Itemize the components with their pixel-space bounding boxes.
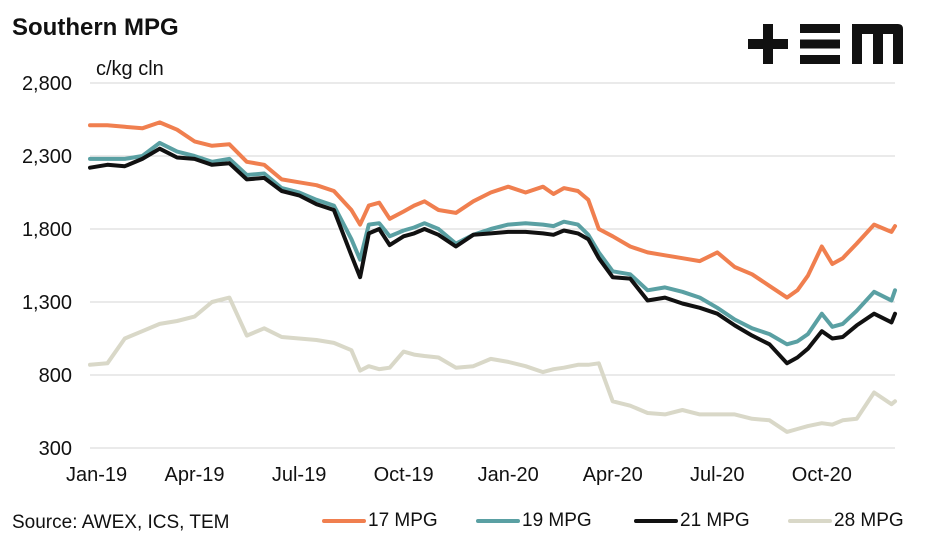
series-line-28-mpg [88, 295, 897, 434]
legend-item-19-mpg: 19 MPG [476, 510, 592, 532]
series-line-19-mpg [88, 140, 897, 347]
legend-item-21-mpg: 21 MPG [634, 510, 750, 532]
series-line-21-mpg [88, 146, 897, 366]
x-tick-label: Oct-19 [374, 464, 434, 486]
x-tick-label: Jan-20 [478, 464, 539, 486]
gridlines [90, 82, 895, 449]
x-tick-label: Jan-19 [66, 464, 127, 486]
legend-label-28-mpg: 28 MPG [834, 510, 904, 531]
legend-swatch-19-mpg [476, 519, 520, 523]
series-lines [88, 120, 897, 434]
y-tick-label: 1,300 [22, 292, 72, 314]
legend-swatch-17-mpg [322, 519, 366, 523]
y-tick-label: 2,300 [22, 146, 72, 168]
legend-label-21-mpg: 21 MPG [680, 510, 750, 531]
y-tick-label: 2,800 [22, 73, 72, 95]
source-note: Source: AWEX, ICS, TEM [12, 512, 230, 533]
y-axis-unit-label: c/kg cln [96, 58, 164, 80]
legend-label-19-mpg: 19 MPG [522, 510, 592, 531]
legend-item-28-mpg: 28 MPG [788, 510, 904, 532]
y-tick-labels: 300 800 1,300 1,800 2,300 2,800 [22, 73, 72, 460]
y-tick-label: 1,800 [22, 219, 72, 241]
x-tick-label: Jul-19 [272, 464, 326, 486]
legend-swatch-21-mpg [634, 519, 678, 523]
x-tick-labels: Jan-19 Apr-19 Jul-19 Oct-19 Jan-20 Apr-20 Jul-… [66, 464, 852, 486]
tem-logo [748, 24, 903, 64]
legend-item-17-mpg: 17 MPG [322, 510, 438, 532]
x-tick-label: Apr-19 [165, 464, 225, 486]
x-tick-label: Oct-20 [792, 464, 852, 486]
legend-swatch-28-mpg [788, 519, 832, 523]
x-tick-label: Jul-20 [690, 464, 744, 486]
y-tick-label: 800 [39, 365, 72, 387]
chart-title: Southern MPG [12, 14, 179, 41]
legend-label-17-mpg: 17 MPG [368, 510, 438, 531]
series-line-17-mpg [88, 120, 897, 300]
x-tick-label: Apr-20 [583, 464, 643, 486]
y-tick-label: 300 [39, 438, 72, 460]
